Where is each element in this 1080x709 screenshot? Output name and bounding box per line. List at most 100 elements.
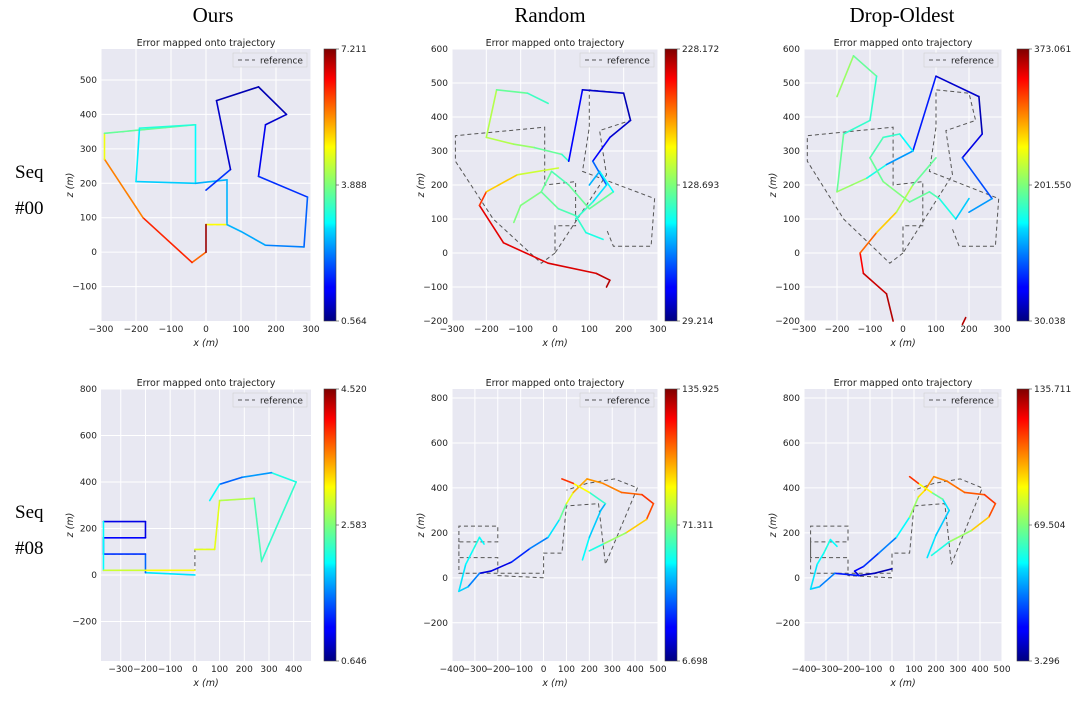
x-tick-label: 0 [552,325,558,335]
trajectory-edge [253,497,263,562]
legend: reference [923,392,999,408]
x-tick-label: −300 [463,665,488,675]
colorbar-min-label: 30.038 [1034,317,1066,327]
legend-label: reference [951,57,994,67]
estimated-trajectory-segment [859,252,894,322]
trajectory-edge [873,568,893,575]
trajectory-edge [257,175,309,198]
x-tick-label: −300 [108,665,133,675]
legend-label: reference [607,397,650,407]
y-tick-label: −200 [72,617,97,627]
y-tick-label: 400 [431,484,448,494]
colorbar: 373.061 201.550 30.038 [1016,45,1071,327]
estimated-trajectory-segment [205,86,309,248]
y-tick-label: 0 [794,574,800,584]
x-tick-label: −100 [159,325,184,335]
trajectory-edge [591,160,608,186]
trajectory-edge [303,196,309,248]
x-tick-label: −100 [858,325,883,335]
trajectory-edge [533,146,563,156]
trajectory-edge [135,180,197,185]
trajectory-edge [572,478,588,494]
y-tick-label: 0 [91,248,97,258]
estimated-trajectory-segment [194,179,228,253]
x-tick-label: 100 [558,665,575,675]
x-tick-label: −100 [508,665,533,675]
y-tick-label: 500 [783,79,800,89]
colorbar-gradient [1017,389,1029,661]
y-tick-label: 400 [431,113,448,123]
colorbar-mid-label: 3.888 [341,181,367,191]
y-tick-label: 300 [431,147,448,157]
x-tick-label: 300 [993,325,1010,335]
trajectory-edge [226,223,242,233]
estimated-trajectory-segment [540,191,604,241]
trajectory-edge [836,177,868,193]
trajectory-edge [948,529,973,543]
trajectory-edge [240,230,267,247]
estimated-trajectory-segment [485,89,549,139]
trajectory-edge [458,563,467,593]
trajectory-edge [529,536,549,550]
plot-title: Error mapped onto trajectory [486,38,625,49]
y-tick-label: −200 [775,619,800,629]
trajectory-edge [574,214,587,234]
x-tick-label: 200 [267,325,284,335]
trajectory-edge [935,509,951,536]
trajectory-edge [983,493,997,505]
colorbar-min-label: 0.564 [341,317,367,327]
trajectory-edge [512,143,536,149]
x-tick-label: 0 [541,665,547,675]
column-title-ours: Ours [193,3,234,27]
trajectory-edge [882,180,911,203]
x-tick-label: 200 [615,325,632,335]
x-tick-label: −200 [836,665,861,675]
trajectory-edge [928,191,941,200]
trajectory-edge [941,498,951,512]
y-axis-label: z (m) [65,173,76,199]
trajectory-edge [885,150,914,166]
plot-area [101,389,311,661]
y-axis-label: z (m) [768,173,779,199]
trajectory-edge [961,133,984,159]
trajectory-edge [912,75,937,152]
colorbar-gradient [324,389,336,661]
trajectory-edge [968,197,993,213]
x-tick-label: 100 [927,325,944,335]
trajectory-edge [862,272,888,295]
x-tick-label: −300 [89,325,114,335]
trajectory-edge [485,174,519,193]
trajectory-edge [961,316,967,326]
colorbar: 7.211 3.888 0.564 [323,45,367,327]
trajectory-edge [458,586,469,593]
colorbar-gradient [1017,49,1029,321]
x-tick-label: 400 [971,665,988,675]
trajectory-edge [924,475,935,491]
colorbar: 135.925 71.311 6.698 [664,385,719,667]
y-tick-label: 200 [431,181,448,191]
y-axis-label: z (m) [416,513,427,539]
trajectory-edge [908,475,920,485]
plot-title: Error mapped onto trajectory [137,38,276,49]
trajectory-edge [641,493,655,505]
trajectory-edge [464,550,474,566]
x-axis-label: x (m) [541,338,567,349]
trajectory-edge [620,491,643,496]
trajectory-edge [142,216,193,264]
estimated-trajectory-segment [853,489,926,577]
panel-drop-oldest-seq00: −300 −200 −100 0 100 200 300−200−1000100200300… [768,38,1071,349]
trajectory-edge [567,89,584,162]
trajectory-edge [809,563,819,590]
trajectory-edge [588,543,604,552]
estimated-trajectory-segment [485,136,570,162]
y-tick-label: 0 [794,249,800,259]
y-tick-label: −200 [775,317,800,327]
trajectory-edge [144,571,196,576]
trajectory-edge [818,572,836,588]
trajectory-edge [478,191,488,207]
trajectory-edge [645,502,655,521]
colorbar-mid-label: 2.583 [341,521,367,531]
x-tick-label: 300 [949,665,966,675]
x-tick-label: −200 [133,665,158,675]
